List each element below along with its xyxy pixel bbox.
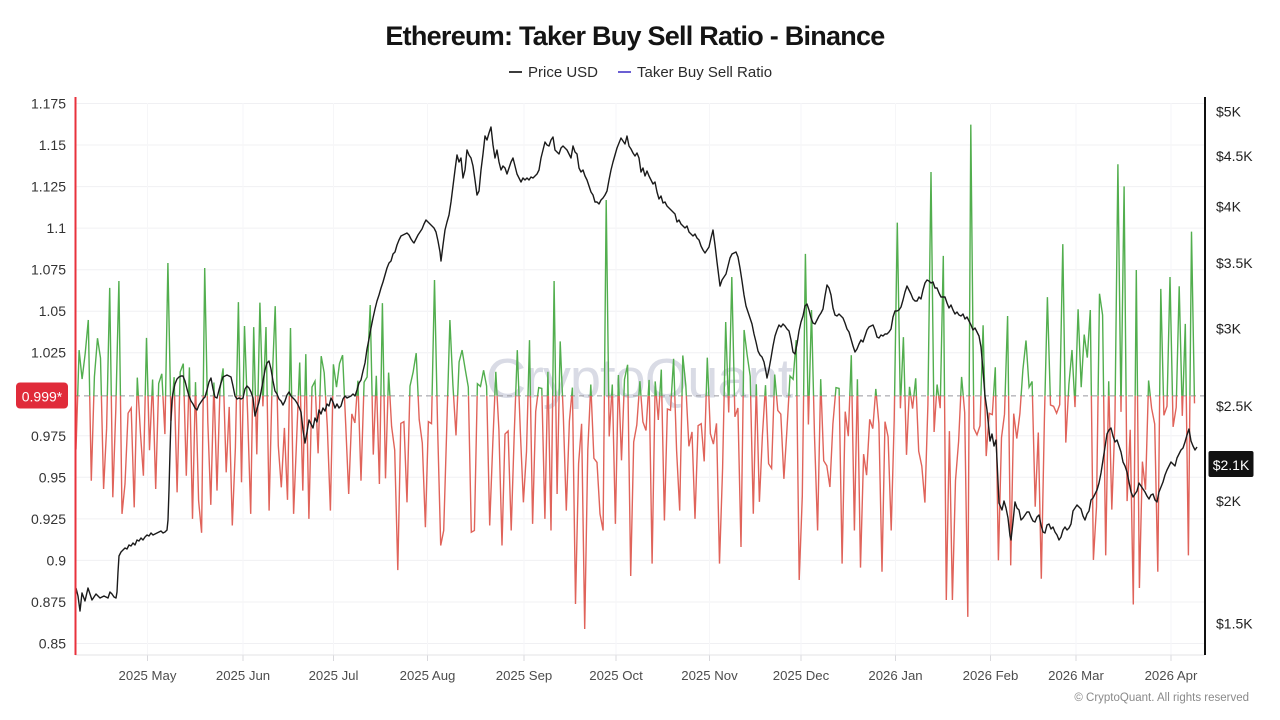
svg-text:1.125: 1.125 [31,179,66,195]
svg-text:2025 Jul: 2025 Jul [309,668,359,683]
svg-text:2025 Oct: 2025 Oct [589,668,643,683]
svg-text:2025 Jun: 2025 Jun [216,668,270,683]
svg-text:$1.5K: $1.5K [1216,615,1253,631]
svg-text:$2.1K: $2.1K [1213,457,1250,473]
svg-text:2025 Nov: 2025 Nov [681,668,738,683]
svg-text:0.975: 0.975 [31,428,66,444]
svg-text:0.999*: 0.999* [22,389,63,405]
svg-text:Taker Buy Sell Ratio: Taker Buy Sell Ratio [637,64,772,81]
svg-text:1.05: 1.05 [39,303,66,319]
svg-text:Ethereum: Taker Buy Sell Ratio: Ethereum: Taker Buy Sell Ratio - Binance [385,21,885,51]
svg-text:0.9: 0.9 [47,552,67,568]
svg-text:2026 Apr: 2026 Apr [1145,668,1198,683]
svg-text:1.1: 1.1 [47,220,67,236]
svg-text:© CryptoQuant. All rights rese: © CryptoQuant. All rights reserved [1074,692,1249,704]
svg-text:$5K: $5K [1216,103,1242,119]
svg-text:$2K: $2K [1216,493,1242,509]
svg-text:$3.5K: $3.5K [1216,255,1253,271]
svg-text:0.925: 0.925 [31,511,66,527]
svg-text:$3K: $3K [1216,321,1242,337]
svg-text:2025 Sep: 2025 Sep [496,668,552,683]
svg-text:0.95: 0.95 [39,469,66,485]
svg-text:0.85: 0.85 [39,636,66,652]
svg-text:$2.5K: $2.5K [1216,398,1253,414]
svg-text:$4.5K: $4.5K [1216,148,1253,164]
svg-text:0.875: 0.875 [31,594,66,610]
svg-text:1.175: 1.175 [31,96,66,112]
svg-text:1.075: 1.075 [31,262,66,278]
svg-text:Price USD: Price USD [528,64,598,81]
svg-text:1.025: 1.025 [31,345,66,361]
svg-text:2026 Feb: 2026 Feb [963,668,1019,683]
svg-text:2025 May: 2025 May [119,668,177,683]
svg-text:2026 Jan: 2026 Jan [868,668,922,683]
svg-text:1.15: 1.15 [39,137,66,153]
svg-text:$4K: $4K [1216,198,1242,214]
svg-text:2025 Aug: 2025 Aug [400,668,456,683]
svg-text:2026 Mar: 2026 Mar [1048,668,1104,683]
svg-text:2025 Dec: 2025 Dec [773,668,830,683]
